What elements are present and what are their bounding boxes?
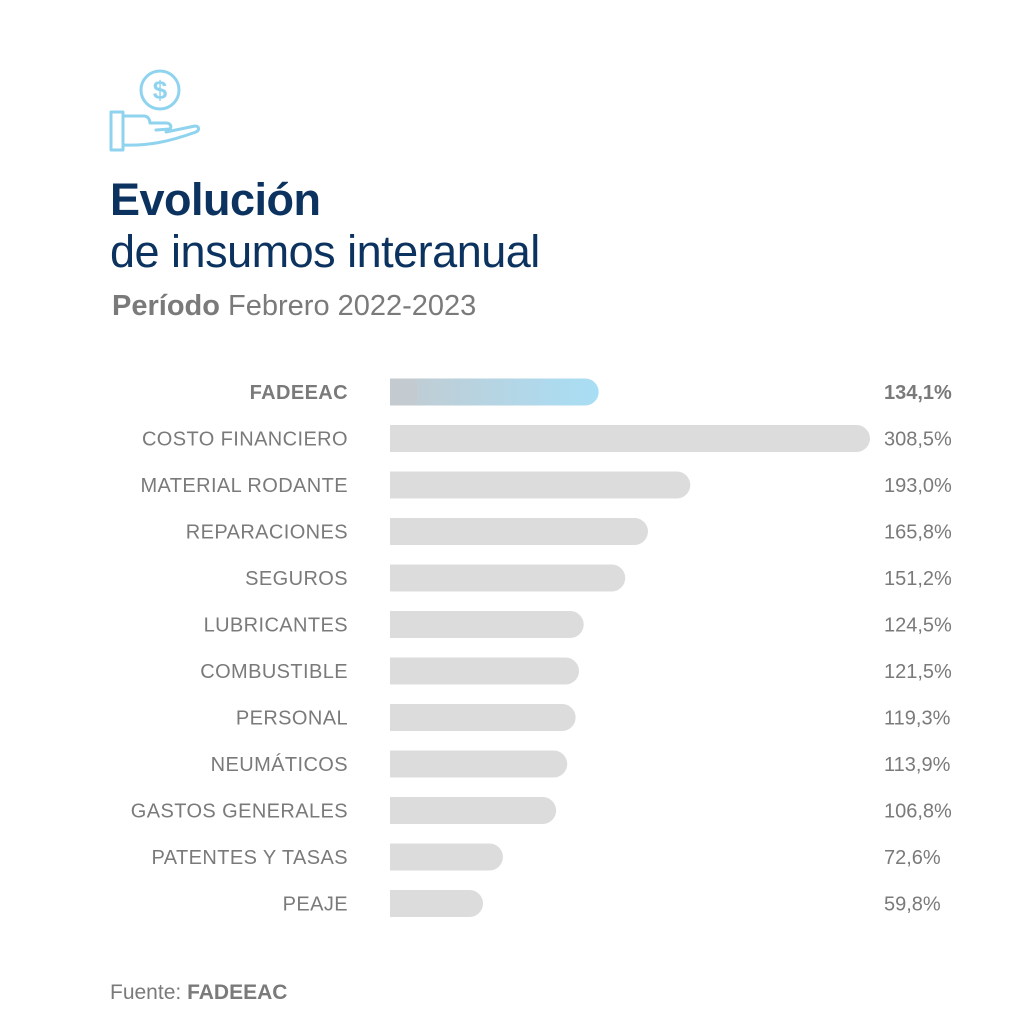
value-label-gastos-generales: 106,8% [884,801,952,823]
bar-personal [390,704,576,731]
bar-square-start-peaje [390,890,417,917]
value-label-neumaticos: 113,9% [884,754,951,776]
bar-square-start-neumaticos [390,750,417,778]
source-label: Fuente: [110,981,188,1004]
bar-reparaciones [390,518,648,545]
chart-subtitle: Período Febrero 2022-2023 [112,288,476,324]
value-label-peaje: 59,8% [884,894,941,916]
category-label-combustible: COMBUSTIBLE [200,661,348,683]
category-label-lubricantes: LUBRICANTES [204,615,348,637]
category-label-peaje: PEAJE [283,894,348,916]
category-label-material-rodante: MATERIAL RODANTE [140,475,348,497]
bar-square-start-reparaciones [390,518,417,545]
category-label-costo-financiero: COSTO FINANCIERO [142,429,348,451]
bar-square-start-lubricantes [390,611,417,638]
bar-square-start-gastos-generales [390,797,417,824]
bar-square-start-combustible [390,657,417,685]
bar-square-start-fadeeac [390,378,417,406]
source-name: FADEEAC [187,981,288,1004]
bar-square-start-costo-financiero [390,425,417,452]
subtitle-period-label: Período [112,290,220,322]
value-label-combustible: 121,5% [884,661,952,683]
bar-square-start-patentes-y-tasas [390,843,417,871]
bar-square-start-personal [390,704,417,731]
bar-fadeeac [390,378,599,406]
category-label-reparaciones: REPARACIONES [186,522,348,544]
bar-gastos-generales [390,797,557,824]
value-label-patentes-y-tasas: 72,6% [884,847,941,869]
subtitle-period-range: Febrero 2022-2023 [219,290,477,322]
bar-neumaticos [390,750,568,778]
svg-text:$: $ [153,75,168,105]
category-label-personal: PERSONAL [236,708,348,730]
bar-combustible [390,657,580,685]
category-label-fadeeac: FADEEAC [250,382,348,404]
bar-seguros [390,564,626,592]
category-label-neumaticos: NEUMÁTICOS [211,753,348,776]
bar-square-start-material-rodante [390,471,417,499]
value-label-seguros: 151,2% [884,568,952,590]
chart-title: Evolución de insumos interanual [110,174,540,278]
bar-patentes-y-tasas [390,843,503,871]
value-label-personal: 119,3% [884,708,951,730]
bar-costo-financiero [390,425,870,452]
value-label-reparaciones: 165,8% [884,522,952,544]
bar-square-start-seguros [390,564,417,592]
bar-lubricantes [390,611,584,638]
bar-material-rodante [390,471,691,499]
category-label-patentes-y-tasas: PATENTES Y TASAS [152,847,348,869]
value-label-lubricantes: 124,5% [884,615,952,637]
value-label-material-rodante: 193,0% [884,475,952,497]
title-line-2: de insumos interanual [110,226,540,277]
hand-dollar-icon: $ [109,69,200,152]
value-label-costo-financiero: 308,5% [884,429,952,451]
title-line-1: Evolución [110,174,321,225]
category-label-seguros: SEGUROS [245,568,348,590]
category-label-gastos-generales: GASTOS GENERALES [131,801,348,823]
value-label-fadeeac: 134,1% [884,382,952,404]
source-note: Fuente: FADEEAC [110,979,287,1007]
